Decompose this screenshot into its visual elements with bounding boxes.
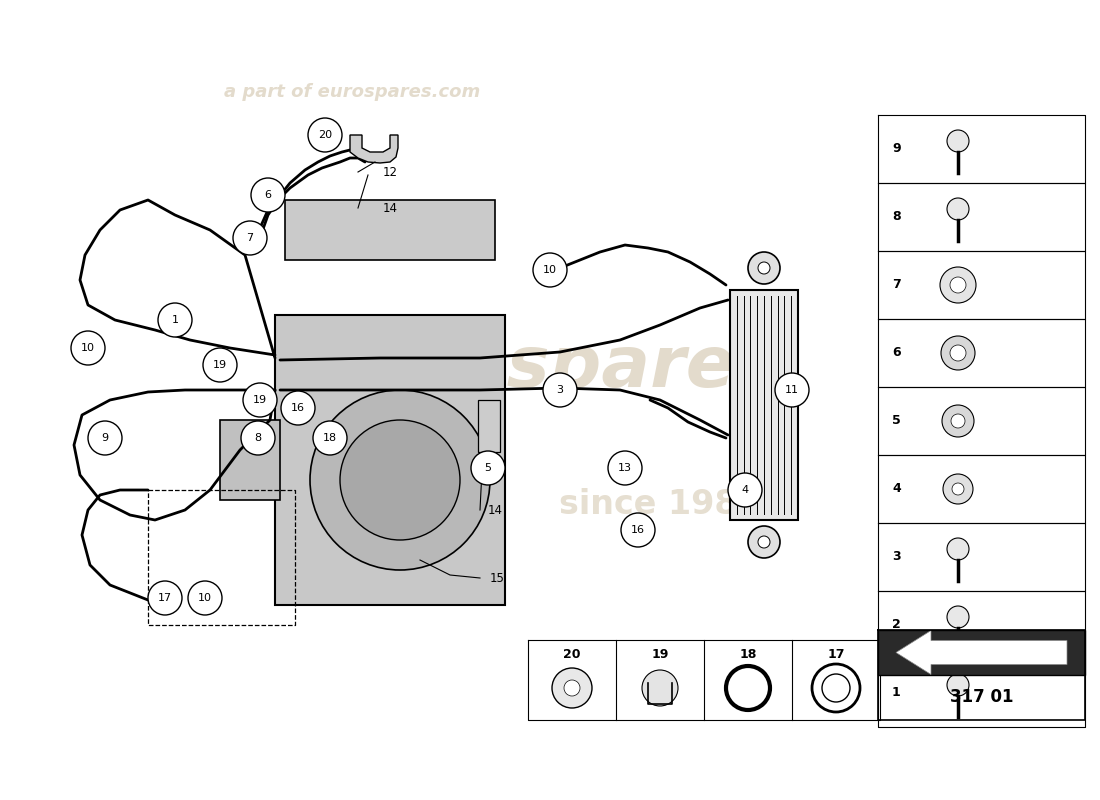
Bar bbox=[478, 400, 500, 452]
Circle shape bbox=[314, 421, 346, 455]
Text: 7: 7 bbox=[892, 278, 901, 291]
Text: 7: 7 bbox=[246, 233, 254, 243]
Circle shape bbox=[947, 606, 969, 628]
Text: 5: 5 bbox=[892, 414, 901, 427]
Circle shape bbox=[308, 118, 342, 152]
Circle shape bbox=[621, 513, 654, 547]
Circle shape bbox=[776, 373, 808, 407]
Text: 17: 17 bbox=[158, 593, 172, 603]
Text: 10: 10 bbox=[543, 265, 557, 275]
Circle shape bbox=[251, 178, 285, 212]
Text: 3: 3 bbox=[557, 385, 563, 395]
Circle shape bbox=[243, 383, 277, 417]
Text: 6: 6 bbox=[264, 190, 272, 200]
Circle shape bbox=[233, 221, 267, 255]
Text: 8: 8 bbox=[254, 433, 262, 443]
Text: 18: 18 bbox=[739, 647, 757, 661]
Circle shape bbox=[758, 262, 770, 274]
Circle shape bbox=[72, 331, 104, 365]
Text: 10: 10 bbox=[81, 343, 95, 353]
Circle shape bbox=[728, 473, 762, 507]
Circle shape bbox=[947, 674, 969, 696]
Bar bbox=[878, 630, 1085, 675]
Circle shape bbox=[940, 336, 975, 370]
Circle shape bbox=[543, 373, 578, 407]
Text: 14: 14 bbox=[488, 503, 503, 517]
Circle shape bbox=[204, 348, 236, 382]
Text: 19: 19 bbox=[253, 395, 267, 405]
Circle shape bbox=[310, 390, 490, 570]
Bar bbox=[220, 420, 280, 500]
Circle shape bbox=[608, 451, 642, 485]
Circle shape bbox=[158, 303, 192, 337]
Text: since 1985: since 1985 bbox=[559, 487, 761, 521]
Circle shape bbox=[952, 483, 964, 495]
Circle shape bbox=[188, 581, 222, 615]
Circle shape bbox=[88, 421, 122, 455]
Text: 9: 9 bbox=[101, 433, 109, 443]
Bar bbox=[730, 290, 798, 520]
Text: 3: 3 bbox=[892, 550, 901, 563]
Circle shape bbox=[952, 414, 965, 428]
Circle shape bbox=[748, 252, 780, 284]
Text: 4: 4 bbox=[741, 485, 749, 495]
Text: 1: 1 bbox=[172, 315, 178, 325]
Text: 19: 19 bbox=[651, 647, 669, 661]
Circle shape bbox=[950, 277, 966, 293]
Text: 11: 11 bbox=[785, 385, 799, 395]
Circle shape bbox=[947, 538, 969, 560]
Text: 6: 6 bbox=[892, 346, 901, 359]
Circle shape bbox=[943, 474, 974, 504]
Text: 10: 10 bbox=[198, 593, 212, 603]
Text: 9: 9 bbox=[892, 142, 901, 155]
Circle shape bbox=[280, 391, 315, 425]
Text: 8: 8 bbox=[892, 210, 901, 223]
Circle shape bbox=[471, 451, 505, 485]
Circle shape bbox=[940, 267, 976, 303]
Text: 17: 17 bbox=[827, 647, 845, 661]
Text: 18: 18 bbox=[323, 433, 337, 443]
Circle shape bbox=[947, 198, 969, 220]
Circle shape bbox=[534, 253, 566, 287]
Text: 317 01: 317 01 bbox=[949, 689, 1013, 706]
Text: 5: 5 bbox=[484, 463, 492, 473]
Circle shape bbox=[758, 536, 770, 548]
Circle shape bbox=[340, 420, 460, 540]
Circle shape bbox=[148, 581, 182, 615]
Circle shape bbox=[564, 680, 580, 696]
Text: 20: 20 bbox=[318, 130, 332, 140]
Bar bbox=[275, 315, 505, 605]
Text: 1: 1 bbox=[892, 686, 901, 699]
Text: 14: 14 bbox=[383, 202, 398, 214]
Text: 15: 15 bbox=[490, 571, 505, 585]
Circle shape bbox=[552, 668, 592, 708]
Circle shape bbox=[748, 526, 780, 558]
Text: 2: 2 bbox=[892, 618, 901, 631]
Text: 20: 20 bbox=[563, 647, 581, 661]
Circle shape bbox=[950, 345, 966, 361]
Circle shape bbox=[642, 670, 678, 706]
Text: 12: 12 bbox=[383, 166, 398, 178]
Text: 16: 16 bbox=[631, 525, 645, 535]
Bar bbox=[285, 200, 495, 260]
Text: 16: 16 bbox=[292, 403, 305, 413]
Polygon shape bbox=[350, 135, 398, 163]
Text: a part of eurospares.com: a part of eurospares.com bbox=[224, 83, 480, 101]
Circle shape bbox=[942, 405, 974, 437]
Circle shape bbox=[947, 130, 969, 152]
Circle shape bbox=[241, 421, 275, 455]
Text: 4: 4 bbox=[892, 482, 901, 495]
Polygon shape bbox=[896, 630, 1067, 674]
Text: 19: 19 bbox=[213, 360, 227, 370]
Text: eurospares: eurospares bbox=[321, 334, 779, 402]
Text: 13: 13 bbox=[618, 463, 632, 473]
